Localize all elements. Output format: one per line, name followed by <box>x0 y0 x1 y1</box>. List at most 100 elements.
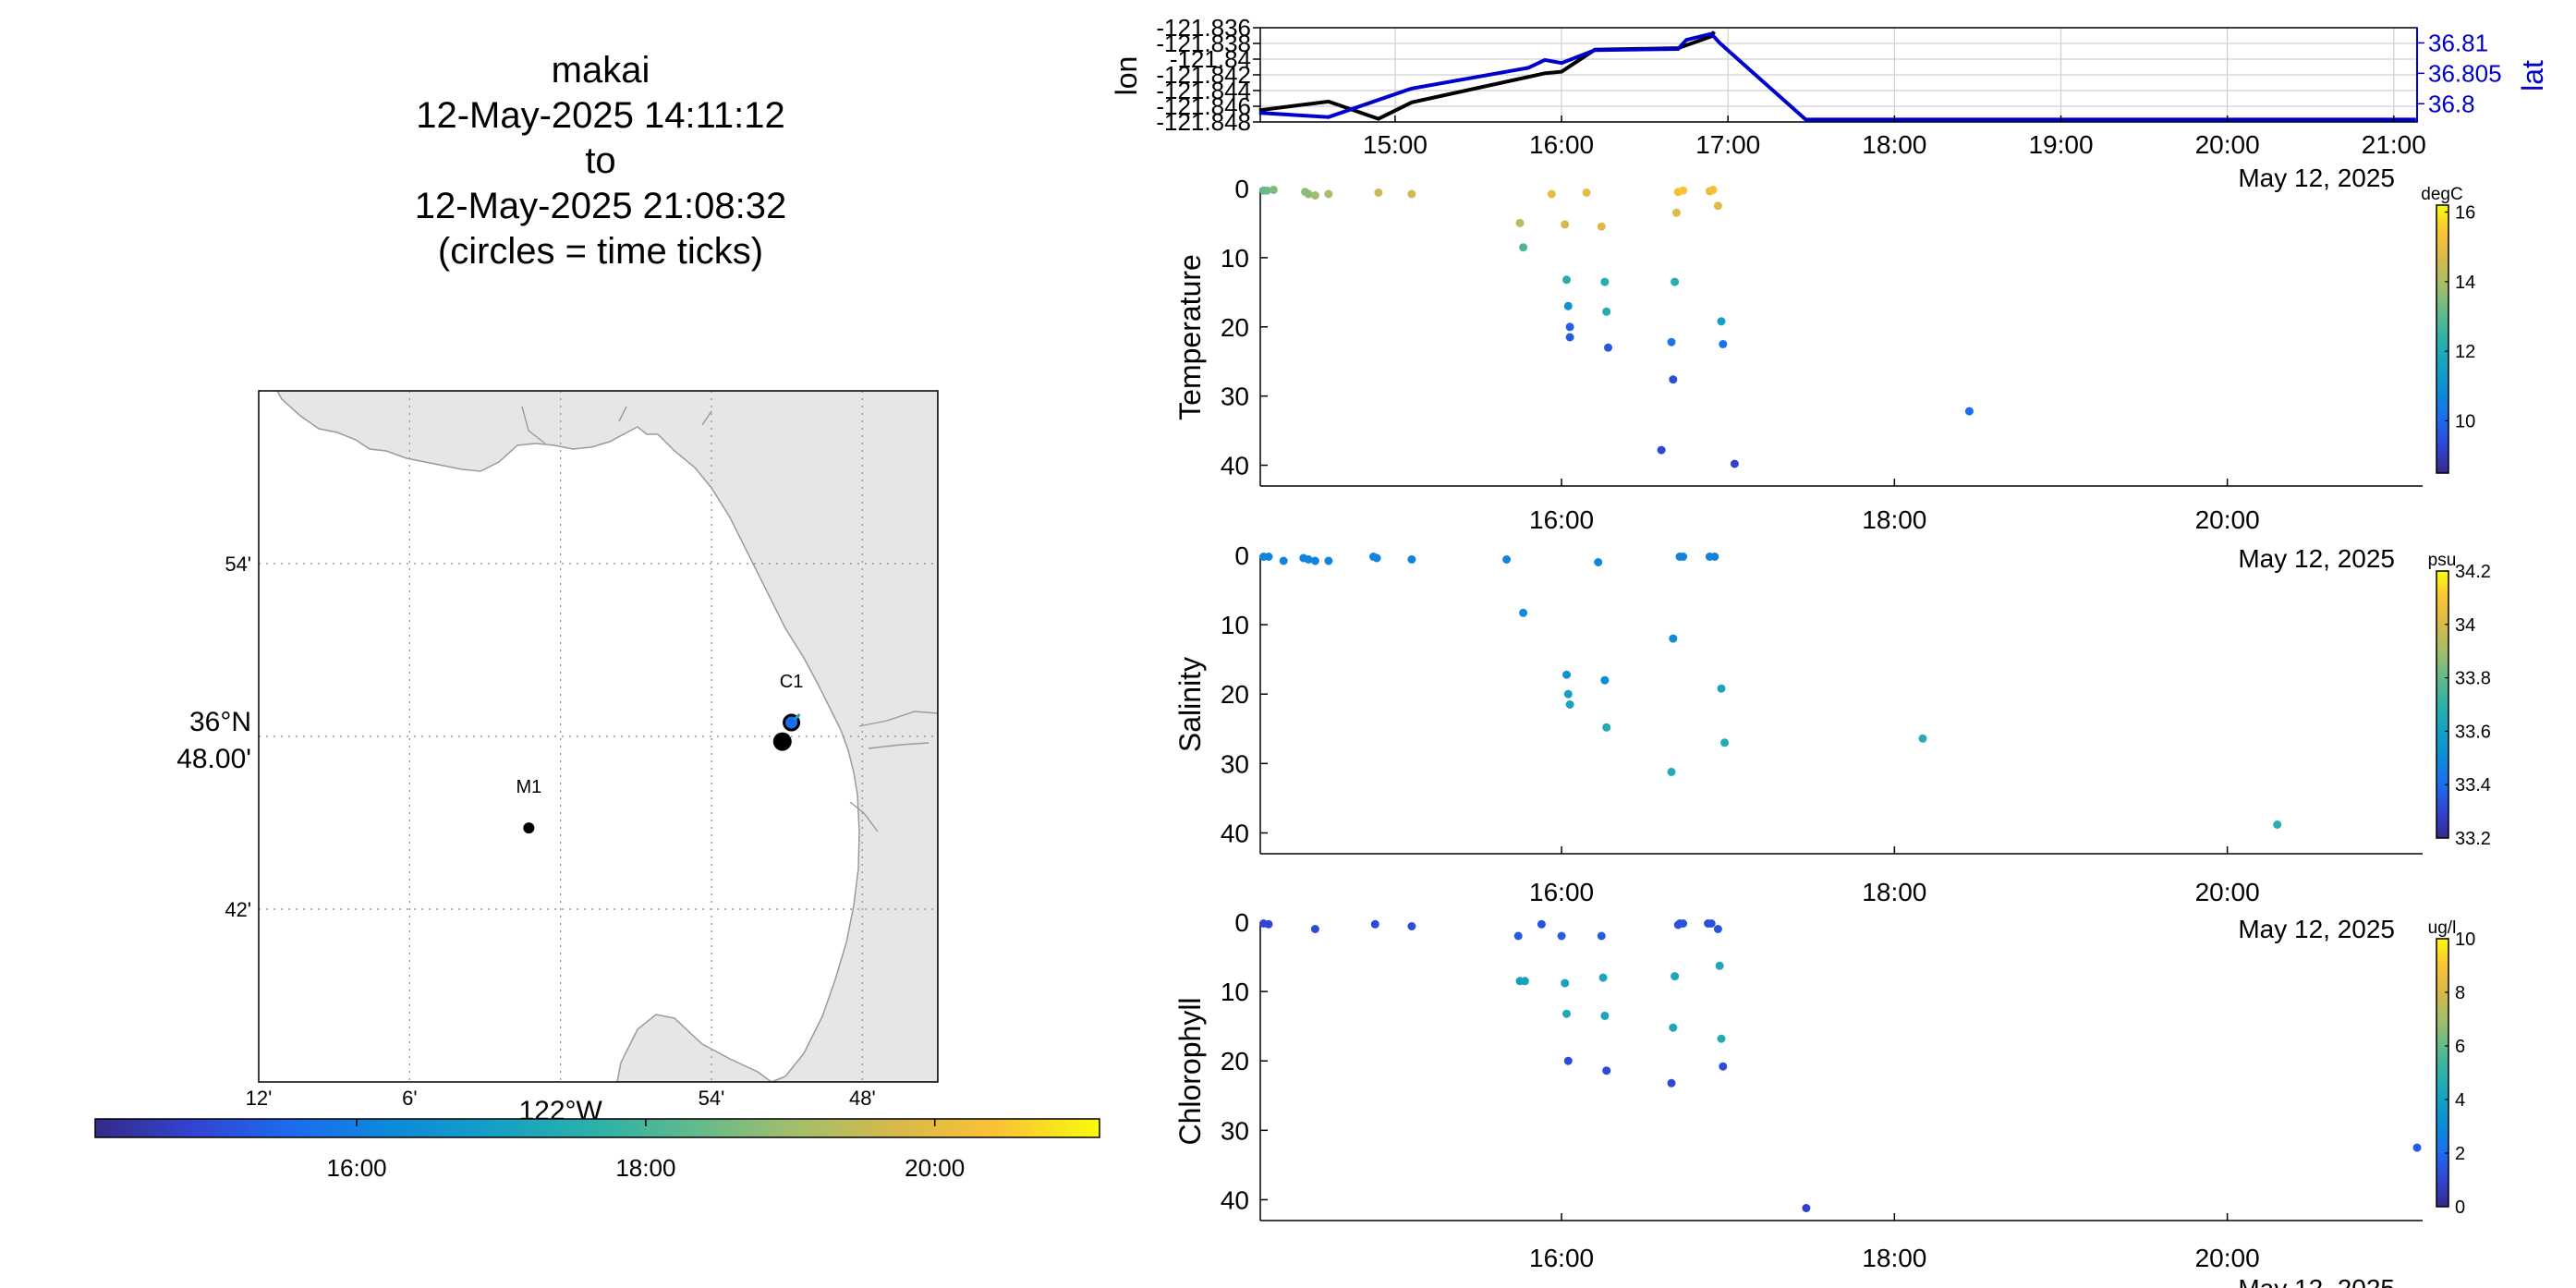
temperature-point <box>1657 445 1666 455</box>
temperature-point <box>1713 201 1722 211</box>
start-time: 12-May-2025 14:11:12 <box>416 95 785 136</box>
chlorophyll-point <box>1802 1204 1811 1212</box>
salinity-colorbar-tick-label: 34.2 <box>2455 562 2491 582</box>
temperature-point <box>1582 188 1591 197</box>
salinity-point <box>1562 670 1571 679</box>
lon-tick-label: -121.848 <box>1156 108 1251 136</box>
lat-tick-label: 36.81 <box>2428 29 2488 56</box>
temperature-point <box>1262 186 1271 195</box>
temperature-point <box>1565 322 1574 332</box>
map-lat-tick-label: 42' <box>225 898 251 921</box>
map-colorbar-tick-label: 20:00 <box>905 1154 965 1182</box>
salinity-point <box>1669 634 1678 643</box>
temperature-y-tick-label: 20 <box>1221 313 1249 342</box>
salinity-colorbar-tick-label: 34 <box>2455 615 2475 636</box>
temperature-point <box>1563 301 1573 310</box>
salinity-colorbar <box>2436 570 2449 839</box>
salinity-x-tick-label: 20:00 <box>2195 878 2260 906</box>
salinity-point <box>1602 723 1611 732</box>
chlorophyll-point <box>1563 1056 1573 1065</box>
lat-axis-label: lat <box>2516 60 2549 91</box>
map-lon-tick-label: 12' <box>246 1087 273 1110</box>
map-lon-tick-label: 6' <box>402 1087 417 1110</box>
station-c1: C1 <box>780 672 803 732</box>
lon-tick-label: -121.842 <box>1156 61 1251 89</box>
chlorophyll-point <box>1719 1062 1728 1071</box>
temperature-axis-label: Temperature <box>1173 254 1207 420</box>
lonlat-x-tick-label: 16:00 <box>1529 130 1594 159</box>
chlorophyll-point <box>1671 972 1680 981</box>
lonlat-x-tick-label: 18:00 <box>1862 130 1926 159</box>
temperature-y-tick-label: 30 <box>1221 383 1249 411</box>
chlorophyll-point <box>1407 922 1416 930</box>
map-lat-tick-label: 48.00' <box>176 744 251 774</box>
chlorophyll-point <box>1667 1078 1676 1088</box>
chlorophyll-colorbar-unit: ug/l <box>2428 918 2457 938</box>
chlorophyll-point <box>1520 977 1529 986</box>
lonlat-date-label: May 12, 2025 <box>2238 164 2395 192</box>
map-colorbar-bar <box>94 1118 1100 1138</box>
track-segment <box>793 712 801 722</box>
salinity-point <box>1918 734 1927 743</box>
temperature-point <box>1547 189 1556 199</box>
map-colorbar-ticks: 16:00 18:00 20:00 <box>327 1119 965 1182</box>
chlorophyll-colorbar-tick-label: 8 <box>2455 983 2465 1003</box>
salinity-point <box>1717 684 1726 693</box>
temperature-point <box>1324 189 1333 199</box>
chlorophyll-y-tick-label: 30 <box>1221 1116 1249 1145</box>
salinity-x-tick-label: 16:00 <box>1529 878 1594 906</box>
salinity-point <box>1563 689 1573 699</box>
end-time: 12-May-2025 21:08:32 <box>414 186 787 226</box>
temperature-y-tick-label: 10 <box>1221 244 1249 273</box>
north-river <box>521 406 712 444</box>
temperature-x-tick-label: 20:00 <box>2195 505 2260 534</box>
salinity-point <box>1519 608 1528 617</box>
chlorophyll-x-tick-label: 20:00 <box>2195 1244 2260 1272</box>
chlorophyll-colorbar-tick-label: 6 <box>2455 1037 2465 1057</box>
station-marker <box>523 822 535 834</box>
chlorophyll-colorbar-tick-label: 4 <box>2455 1090 2465 1111</box>
map-colorbar: 16:00 18:00 20:00 <box>94 1118 1100 1182</box>
chlorophyll-y-tick-label: 10 <box>1221 978 1249 1006</box>
lat-tick-label: 36.805 <box>2428 59 2502 87</box>
salinity-axis-label: Salinity <box>1173 657 1207 752</box>
salinity-colorbar-tick-label: 33.8 <box>2455 669 2491 689</box>
temperature-point <box>1708 186 1718 194</box>
lon-lat-panel: -121.836-121.838-121.84-121.842-121.844-… <box>1110 14 2549 192</box>
temperature-date-label: May 12, 2025 <box>2238 544 2395 573</box>
river-mouth <box>849 711 938 832</box>
temperature-point <box>1269 186 1278 194</box>
lat-series-line <box>1258 31 2416 122</box>
temperature-x-tick-label: 16:00 <box>1529 505 1594 534</box>
chlorophyll-colorbar-tick-label: 2 <box>2455 1144 2465 1164</box>
temperature-point <box>1719 340 1728 348</box>
chlorophyll-point <box>1557 931 1566 941</box>
temperature-point <box>1407 189 1416 199</box>
chlorophyll-point <box>1561 978 1570 988</box>
circles-note: (circles = time ticks) <box>437 231 764 272</box>
map-title-block: makai 12-May-2025 14:11:12 to 12-May-202… <box>240 48 961 274</box>
temperature-point <box>1565 333 1574 342</box>
lonlat-x-tick-label: 21:00 <box>2362 130 2426 159</box>
temperature-point <box>1310 191 1319 200</box>
temperature-point <box>1602 307 1611 316</box>
chlorophyll-point <box>1713 925 1722 933</box>
salinity-y-tick-label: 40 <box>1221 819 1249 847</box>
salinity-colorbar-tick-label: 33.2 <box>2455 829 2491 849</box>
chlorophyll-y-tick-label: 0 <box>1234 908 1249 937</box>
lonlat-x-tick-label: 19:00 <box>2028 130 2093 159</box>
chlorophyll-colorbar-tick-label: 10 <box>2455 930 2475 950</box>
salinity-point <box>1372 553 1381 563</box>
salinity-point <box>1407 555 1416 564</box>
map-lon-tick-label: 48' <box>849 1087 876 1110</box>
chlorophyll-point <box>1707 919 1716 928</box>
chlorophyll-x-tick-label: 16:00 <box>1529 1244 1594 1272</box>
salinity-point <box>1679 553 1688 561</box>
temperature-point <box>1304 189 1313 199</box>
temperature-panel: 0 10 20 30 40 16:00 18:00 20:00 May 12, 2025 Temp… <box>1173 175 2475 573</box>
temperature-colorbar-tick-label: 14 <box>2455 273 2475 293</box>
salinity-colorbar-unit: psu <box>2428 551 2457 570</box>
salinity-point <box>2273 820 2282 829</box>
temperature-colorbar-tick-label: 12 <box>2455 342 2475 362</box>
